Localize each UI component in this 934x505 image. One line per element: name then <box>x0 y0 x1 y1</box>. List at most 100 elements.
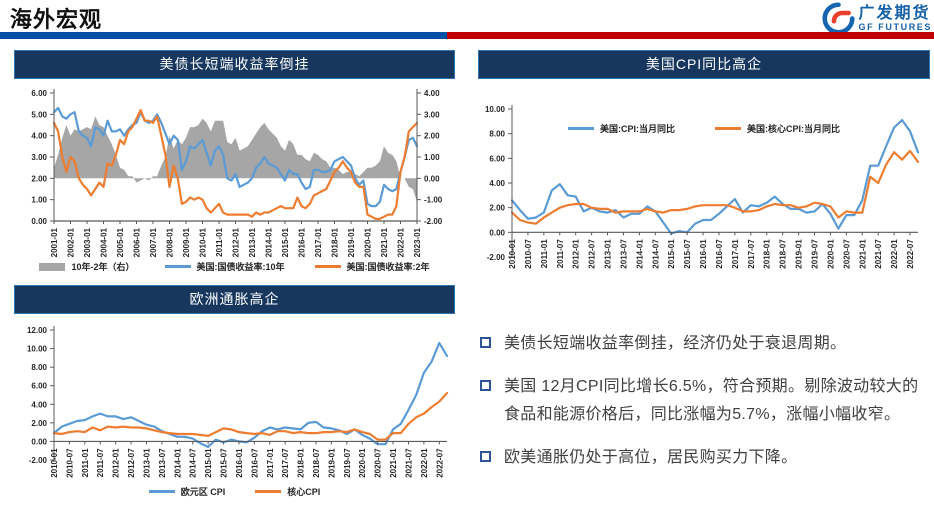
panel-us-cpi: 美国CPI同比高企 10.00 8.00 6.00 4.00 2.00 0.00 -2.00… <box>478 50 930 282</box>
legend-item: 10年-2年（右） <box>39 260 135 273</box>
svg-text:2006-01: 2006-01 <box>133 227 142 257</box>
svg-text:2018-01: 2018-01 <box>331 227 340 257</box>
svg-text:2011-01: 2011-01 <box>215 227 224 256</box>
svg-text:2017-01: 2017-01 <box>314 227 323 257</box>
svg-text:2001-01: 2001-01 <box>50 227 59 257</box>
legend-item: 美国:CPI:当月同比 <box>568 122 675 135</box>
svg-text:2020-07: 2020-07 <box>374 448 383 478</box>
svg-text:2010-07: 2010-07 <box>65 448 74 478</box>
logo-name-en: GF FUTURES <box>858 21 932 32</box>
svg-text:2002-01: 2002-01 <box>67 227 76 257</box>
legend-label: 美国:国债收益率:10年 <box>196 262 285 272</box>
svg-text:2020-01: 2020-01 <box>358 448 367 478</box>
svg-text:6.00: 6.00 <box>489 154 505 163</box>
chart-legend: 美国:CPI:当月同比 美国:核心CPI:当月同比 <box>568 122 840 135</box>
us-cpi-chart: 10.00 8.00 6.00 4.00 2.00 0.00 -2.00 2010-01 201… <box>485 105 920 269</box>
gf-futures-logo-icon <box>821 2 855 35</box>
bullet-square-icon <box>480 451 491 462</box>
bullet-text: 美债长短端收益率倒挂，经济仍处于衰退周期。 <box>504 335 847 352</box>
svg-text:2019-01: 2019-01 <box>347 227 356 257</box>
svg-text:2023-01: 2023-01 <box>413 227 422 257</box>
svg-text:2016-01: 2016-01 <box>235 448 244 478</box>
legend-item: 美国:国债收益率:2年 <box>314 260 430 273</box>
logo: 广发期货 GF FUTURES <box>821 2 933 35</box>
legend-swatch-orange-line <box>314 265 341 268</box>
svg-text:2015-07: 2015-07 <box>683 239 692 269</box>
svg-text:-2.00: -2.00 <box>487 253 506 262</box>
bullet-square-icon <box>480 337 491 348</box>
legend-label: 欧元区 CPI <box>180 487 226 497</box>
svg-text:2020-07: 2020-07 <box>842 239 851 269</box>
svg-text:2019-07: 2019-07 <box>811 239 820 269</box>
svg-text:2018-07: 2018-07 <box>312 448 321 478</box>
svg-text:2013-07: 2013-07 <box>158 448 167 478</box>
svg-text:2013-07: 2013-07 <box>619 239 628 269</box>
chart-legend: 10年-2年（右） 美国:国债收益率:10年 美国:国债收益率:2年 <box>14 260 455 273</box>
svg-text:2015-01: 2015-01 <box>204 448 213 478</box>
svg-text:2016-01: 2016-01 <box>298 227 307 257</box>
svg-text:2016-01: 2016-01 <box>699 239 708 269</box>
svg-text:2012-01: 2012-01 <box>112 448 121 478</box>
svg-text:2.00: 2.00 <box>31 174 47 183</box>
svg-text:2015-07: 2015-07 <box>220 448 229 478</box>
logo-name-cn: 广发期货 <box>858 4 931 22</box>
svg-text:2015-01: 2015-01 <box>667 239 676 269</box>
legend-swatch-blue-line <box>164 265 191 268</box>
svg-text:2013-01: 2013-01 <box>248 227 257 257</box>
svg-text:0.00: 0.00 <box>424 174 440 183</box>
svg-text:2021-01: 2021-01 <box>380 227 389 257</box>
bullet-text: 欧美通胀仍处于高位，居民购买力下降。 <box>504 449 798 466</box>
svg-text:6.00: 6.00 <box>31 89 47 98</box>
svg-text:2010-07: 2010-07 <box>524 239 533 269</box>
bullet-square-icon <box>480 380 491 391</box>
svg-text:10.00: 10.00 <box>27 345 48 354</box>
svg-text:2012-07: 2012-07 <box>127 448 136 478</box>
svg-text:2011-01: 2011-01 <box>540 239 549 268</box>
svg-text:12.00: 12.00 <box>27 326 48 335</box>
svg-text:2.00: 2.00 <box>424 132 440 141</box>
legend-swatch-orange-line <box>715 127 741 130</box>
svg-text:2018-01: 2018-01 <box>297 448 306 478</box>
svg-text:2022-07: 2022-07 <box>906 239 915 269</box>
svg-text:1.00: 1.00 <box>424 153 440 162</box>
svg-text:5.00: 5.00 <box>31 110 47 119</box>
bullet-item: 美国 12月CPI同比增长6.5%，符合预期。剔除波动较大的食品和能源价格后，同… <box>478 373 932 429</box>
chart-legend: 欧元区 CPI 核心CPI <box>14 485 455 498</box>
svg-text:2020-01: 2020-01 <box>364 227 373 257</box>
panel-title: 美国CPI同比高企 <box>478 50 930 79</box>
svg-text:10.00: 10.00 <box>485 105 506 114</box>
bullet-item: 欧美通胀仍处于高位，居民购买力下降。 <box>478 444 932 472</box>
legend-item: 欧元区 CPI <box>148 485 226 498</box>
svg-text:0.00: 0.00 <box>31 437 47 446</box>
svg-text:0.00: 0.00 <box>31 217 47 226</box>
svg-text:2014-07: 2014-07 <box>189 448 198 478</box>
svg-text:2005-01: 2005-01 <box>116 227 125 257</box>
svg-text:1.00: 1.00 <box>31 196 47 205</box>
svg-text:8.00: 8.00 <box>31 363 47 372</box>
svg-text:6.00: 6.00 <box>31 382 47 391</box>
legend-label: 核心CPI <box>287 487 321 497</box>
svg-text:2022-01: 2022-01 <box>397 227 406 257</box>
svg-text:2019-01: 2019-01 <box>327 448 336 478</box>
svg-text:2016-07: 2016-07 <box>250 448 259 478</box>
svg-text:-2.00: -2.00 <box>424 217 443 226</box>
panel-title: 欧洲通胀高企 <box>14 285 455 314</box>
svg-text:4.00: 4.00 <box>424 89 440 98</box>
legend-swatch-blue-line <box>568 127 594 130</box>
svg-text:2022-07: 2022-07 <box>435 448 444 478</box>
us-treasury-chart: 6.00 5.00 4.00 3.00 2.00 1.00 0.00 4.00 3.00 2.00… <box>31 89 443 257</box>
svg-text:2022-01: 2022-01 <box>890 239 899 269</box>
legend-label: 美国:CPI:当月同比 <box>600 124 675 134</box>
svg-text:2.00: 2.00 <box>489 204 505 213</box>
svg-text:4.00: 4.00 <box>31 132 47 141</box>
svg-text:2019-07: 2019-07 <box>343 448 352 478</box>
svg-text:2011-07: 2011-07 <box>96 448 105 477</box>
svg-text:2017-07: 2017-07 <box>281 448 290 478</box>
svg-text:2010-01: 2010-01 <box>508 239 517 269</box>
svg-text:2021-07: 2021-07 <box>874 239 883 269</box>
legend-swatch-orange-line <box>255 490 282 493</box>
svg-text:4.00: 4.00 <box>489 179 505 188</box>
legend-swatch-blue-line <box>148 490 175 493</box>
